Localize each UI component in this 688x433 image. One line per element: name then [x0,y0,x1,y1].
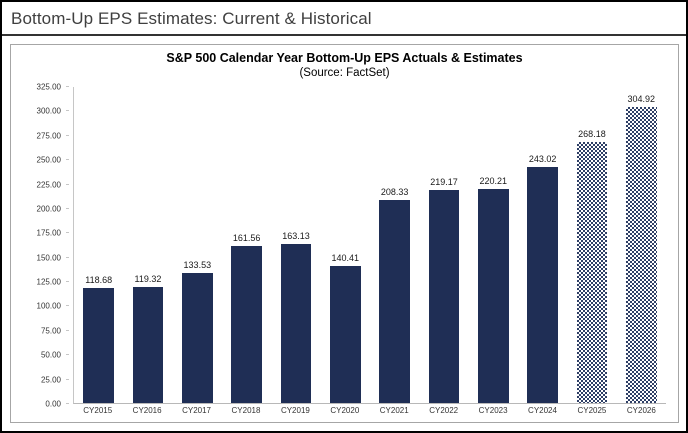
y-tick-label: 225.00 [36,180,61,190]
bar: 163.13 [280,231,312,403]
y-tick-mark [66,207,69,209]
x-tick-label: CY2025 [577,406,607,415]
chart-title: S&P 500 Calendar Year Bottom-Up EPS Actu… [166,51,523,65]
bar-value-label: 119.32 [134,273,162,284]
y-tick-label: 125.00 [36,277,61,287]
y-tick-label: 300.00 [36,106,61,116]
x-tick-label: CY2023 [478,406,508,415]
bar-estimate: 268.18 [576,129,608,403]
y-tick-mark [66,403,69,404]
page-header: Bottom-Up EPS Estimates: Current & Histo… [2,2,686,34]
y-tick-mark [66,329,69,331]
bar-slot: 119.32 [123,87,172,403]
y-tick-label: 75.00 [40,326,61,336]
y-tick-label: 175.00 [36,228,61,238]
bar: 161.56 [231,233,262,403]
bar-slot: 161.56 [222,87,271,403]
bar-value-label: 220.21 [479,175,508,186]
x-tick-label: CY2026 [626,406,656,415]
y-tick-label: 200.00 [36,204,61,214]
x-tick-label: CY2016 [132,406,162,415]
chart-subtitle: (Source: FactSet) [299,67,390,79]
bar-value-label: 219.17 [430,176,458,187]
bar-slot: 219.17 [419,87,468,403]
bar: 119.32 [132,274,164,403]
bar: 133.53 [182,260,213,403]
bar-slot: 220.21 [469,87,518,403]
bar-estimate: 304.92 [625,94,657,403]
y-tick-mark [66,134,69,136]
y-tick-label: 150.00 [36,253,61,263]
header-divider [2,34,686,36]
y-tick-label: 325.00 [36,82,61,92]
bar: 118.68 [83,275,114,403]
bar-value-label: 304.92 [627,93,656,104]
bar-value-label: 133.53 [183,260,212,271]
chart-panel: S&P 500 Calendar Year Bottom-Up EPS Actu… [10,44,679,423]
bar: 219.17 [428,177,460,403]
bar-value-label: 268.18 [578,129,606,140]
bar-slot: 208.33 [370,87,419,403]
bar-value-label: 140.41 [331,253,360,264]
bar-slot: 268.18 [567,87,616,403]
bar-slot: 118.68 [74,87,123,403]
y-tick-label: 50.00 [40,350,61,360]
x-tick-label: CY2019 [280,406,310,415]
chart-titles: S&P 500 Calendar Year Bottom-Up EPS Actu… [11,45,678,79]
y-tick-mark [66,183,69,185]
y-tick-label: 275.00 [36,131,61,141]
bar-value-label: 161.56 [232,232,261,243]
y-tick-label: 100.00 [36,301,61,311]
bar-value-label: 163.13 [282,231,310,242]
x-tick-label: CY2022 [429,406,459,415]
bar-slot: 304.92 [617,87,666,403]
x-tick-label: CY2021 [379,406,409,415]
bar-slot: 243.02 [518,87,567,403]
x-tick-label: CY2024 [528,406,557,415]
y-tick-label: 25.00 [40,375,61,385]
bar-slot: 133.53 [173,87,222,403]
plot-area: 118.68 119.32 133.53 161.56 163.13 140.41 208.… [73,87,666,404]
bar-value-label: 243.02 [528,153,557,164]
y-tick-label: 250.00 [36,155,61,165]
bar-value-label: 208.33 [380,187,409,198]
y-tick-mark [66,378,69,380]
y-tick-mark [66,110,69,112]
y-tick-mark [66,159,69,161]
x-axis: CY2015 CY2016 CY2017 CY2018 CY2019 CY2020 CY20… [73,406,666,420]
x-tick-label: CY2015 [83,406,113,415]
y-tick-mark [66,354,69,356]
y-tick-mark [66,281,69,283]
bar-value-label: 118.68 [85,274,113,285]
y-tick-label: 0.00 [45,399,61,409]
y-tick-mark [66,256,69,258]
y-tick-mark [66,305,69,307]
bar: 220.21 [478,176,509,403]
x-tick-label: CY2020 [330,406,360,415]
bar-slot: 163.13 [271,87,320,403]
y-tick-mark [66,232,69,234]
x-tick-label: CY2017 [182,406,212,415]
y-tick-mark [66,86,69,87]
bar-slot: 140.41 [321,87,370,403]
y-axis: 0.00 25.00 50.00 75.00 100.00 125.00 150.00 175… [11,83,69,409]
page-title: Bottom-Up EPS Estimates: Current & Histo… [11,9,372,28]
bar: 208.33 [379,187,410,403]
bar: 243.02 [527,154,558,403]
bar: 140.41 [330,253,361,403]
x-tick-label: CY2018 [231,406,261,415]
